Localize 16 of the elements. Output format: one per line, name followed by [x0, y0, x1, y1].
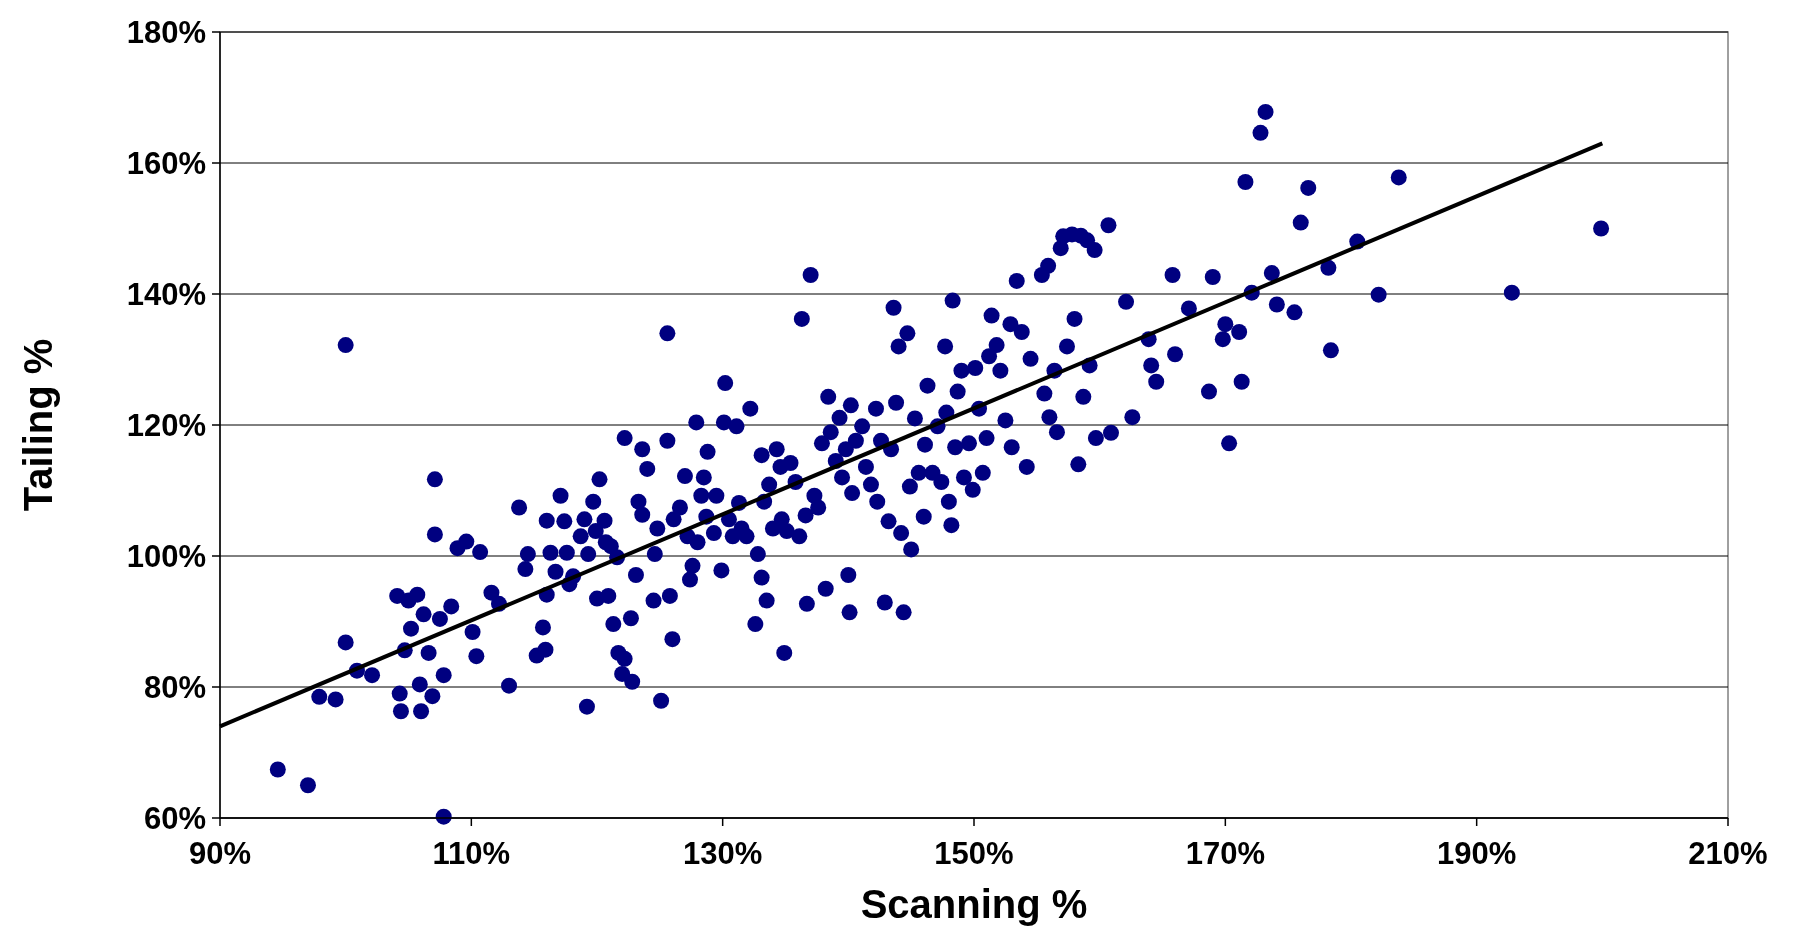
y-tick-label: 180% — [126, 14, 206, 50]
y-tick-label: 100% — [126, 538, 206, 574]
x-tick-label: 150% — [934, 836, 1014, 871]
x-tick-label: 190% — [1437, 836, 1517, 871]
x-axis-title: Scanning % — [860, 882, 1088, 926]
y-tick-label: 160% — [126, 145, 206, 181]
x-tick-label: 170% — [1185, 836, 1265, 871]
y-tick-label: 80% — [143, 669, 206, 705]
x-tick-label: 90% — [188, 836, 252, 871]
y-tick-label: 60% — [143, 800, 206, 836]
y-axis-title: Tailing % — [16, 338, 60, 512]
x-tick-label: 110% — [432, 836, 511, 871]
x-tick-label: 130% — [683, 836, 763, 871]
x-tick-label: 210% — [1688, 836, 1768, 871]
y-tick-label: 140% — [126, 276, 206, 312]
y-tick-label: 120% — [126, 407, 206, 443]
